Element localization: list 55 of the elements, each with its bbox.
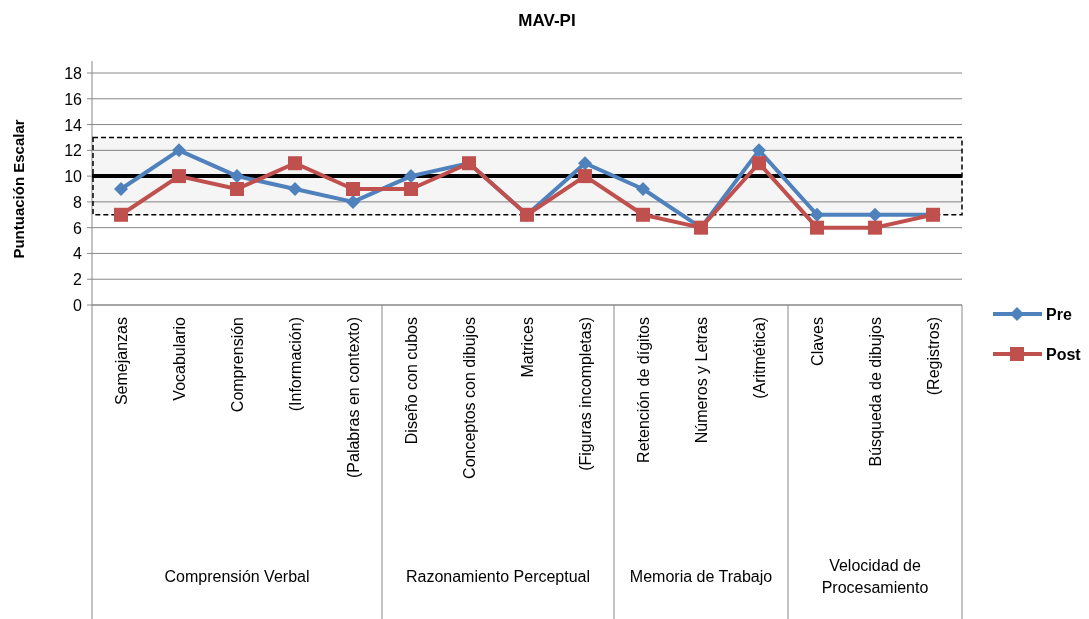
text: Razonamiento Perceptual [405, 568, 591, 585]
point [346, 182, 360, 196]
point [230, 182, 244, 196]
x-tick-label: Vocabulario [171, 316, 188, 401]
x-tick-label: Comprensión [229, 317, 246, 413]
point [752, 156, 766, 171]
point [578, 156, 592, 171]
text: Velocidad de Procesamiento [821, 557, 929, 596]
x-tick-label: Conceptos con dibujos [461, 317, 478, 479]
point [172, 143, 186, 158]
legend-label: Post [1046, 346, 1082, 363]
point [404, 169, 418, 184]
point [230, 169, 244, 184]
point [636, 182, 650, 196]
point [346, 194, 360, 209]
point [810, 220, 824, 235]
y-tick-label: 16 [64, 90, 83, 108]
y-tick-label: 0 [73, 297, 83, 314]
x-tick-label: Números y Letras [693, 317, 710, 444]
x-tick-label: Retención de dígitos [635, 317, 652, 463]
point [752, 143, 766, 158]
y-tick-label: 12 [64, 142, 83, 160]
x-tick-label: (Figuras incompletas) [577, 317, 594, 471]
x-tick-label: Diseño con cubos [403, 317, 420, 445]
point [288, 156, 302, 171]
point [636, 207, 650, 222]
y-tick-label: 18 [64, 65, 83, 82]
x-tick-label: (Aritmética) [751, 317, 768, 399]
y-tick-label: 10 [64, 168, 83, 186]
text: Memoria de Trabajo [629, 568, 773, 585]
legend-label: Pre [1046, 306, 1072, 323]
x-tick-label: Búsqueda de dibujos [867, 317, 884, 467]
text: Comprensión Verbal [164, 568, 310, 585]
point [288, 182, 302, 196]
point [404, 182, 418, 196]
x-tick-label: (Registros) [925, 317, 942, 396]
point [810, 207, 824, 222]
point [578, 169, 592, 184]
y-tick-label: 2 [73, 271, 83, 289]
y-tick-label: 6 [73, 219, 83, 237]
y-tick-label: 4 [73, 245, 83, 263]
x-tick-label: (Palabras en contexto) [345, 317, 362, 478]
point [868, 220, 882, 235]
x-tick-label: Semejanzas [113, 317, 130, 406]
y-axis-title: Puntuación Escalar [10, 119, 27, 259]
x-tick-label: Claves [809, 317, 826, 366]
point [114, 182, 128, 196]
point [172, 169, 186, 184]
x-tick-label: (Información) [287, 317, 304, 412]
y-tick-label: 14 [64, 116, 83, 134]
chart-title: MAV-PI [518, 11, 576, 30]
point [114, 207, 128, 222]
point [868, 207, 882, 222]
y-tick-label: 8 [73, 193, 83, 211]
x-tick-label: Matrices [519, 317, 536, 378]
